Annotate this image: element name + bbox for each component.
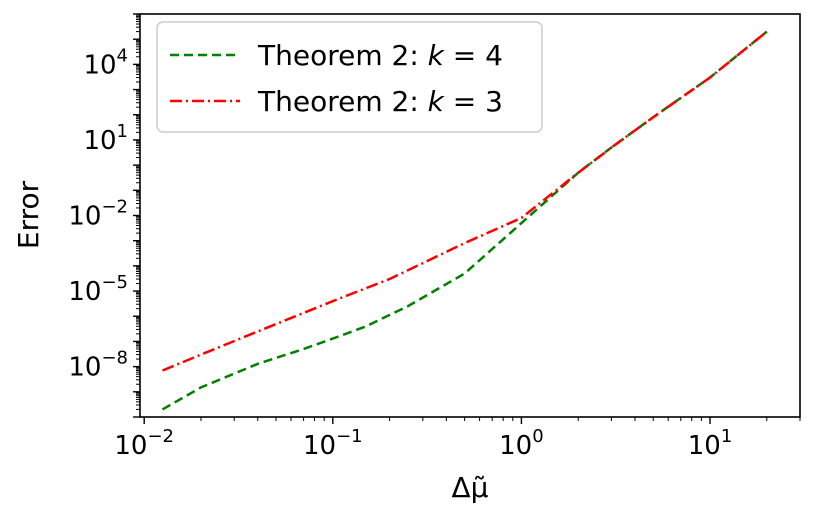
- x-tick-label: 100: [499, 426, 544, 461]
- x-ticks: 10−2 10−1 100 101: [114, 417, 801, 461]
- series-layer: [161, 30, 768, 411]
- legend-label-k4: Theorem 2: k = 4: [257, 39, 503, 72]
- x-tick-label: 10−1: [303, 426, 363, 461]
- legend-box: [156, 21, 543, 133]
- y-axis-label: Error: [12, 180, 45, 249]
- legend-label-k3: Theorem 2: k = 3: [257, 85, 503, 118]
- y-tick-label: 101: [83, 121, 128, 156]
- y-tick-label: 10−2: [68, 197, 128, 232]
- y-tick-label: 104: [83, 45, 128, 80]
- y-ticks: 10−8 10−5 10−2 101 104: [68, 13, 140, 418]
- y-tick-label: 10−5: [68, 272, 128, 307]
- series-line-1: [162, 30, 768, 372]
- legend: Theorem 2: k = 4 Theorem 2: k = 3: [156, 21, 543, 133]
- x-tick-label: 101: [688, 426, 733, 461]
- x-axis-label: Δμ̃: [452, 471, 489, 504]
- series-line-0: [161, 30, 768, 411]
- x-tick-label: 10−2: [114, 426, 174, 461]
- y-tick-label: 10−8: [68, 348, 128, 383]
